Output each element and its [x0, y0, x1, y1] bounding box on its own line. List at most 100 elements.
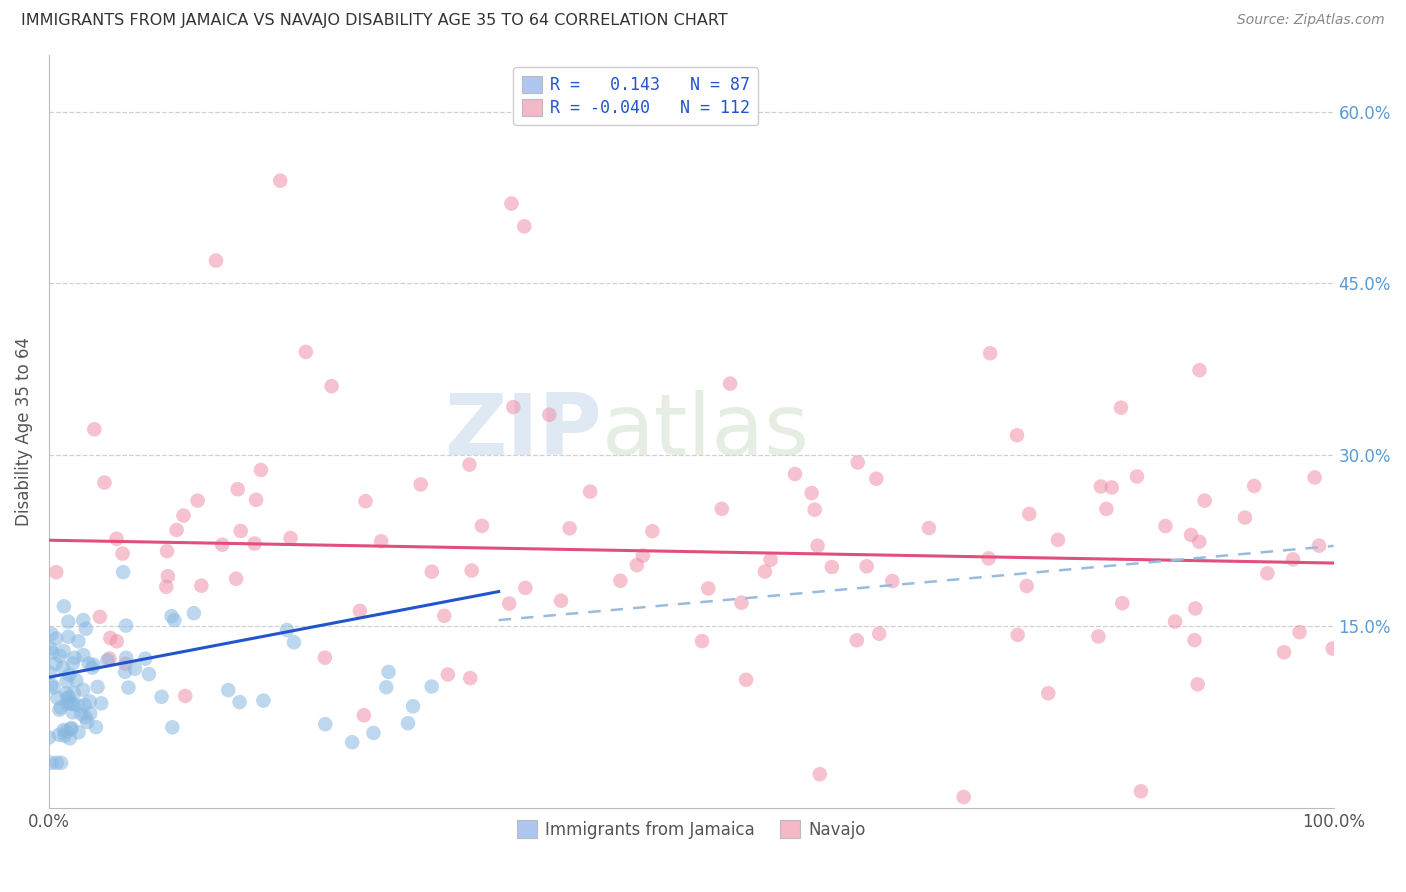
Point	[134, 651, 156, 665]
Point	[280, 531, 302, 545]
Point	[1126, 469, 1149, 483]
Point	[49, 700, 72, 714]
Point	[62, 706, 84, 720]
Point	[124, 662, 146, 676]
Point	[187, 493, 209, 508]
Point	[471, 519, 494, 533]
Point	[1111, 596, 1133, 610]
Point	[84, 720, 107, 734]
Point	[353, 708, 375, 723]
Point	[52, 723, 75, 737]
Point	[52, 644, 75, 658]
Point	[396, 716, 419, 731]
Point	[98, 651, 121, 665]
Point	[550, 593, 572, 607]
Point	[58, 668, 80, 682]
Point	[75, 622, 97, 636]
Point	[1180, 528, 1202, 542]
Point	[46, 690, 69, 705]
Point	[190, 579, 212, 593]
Point	[1282, 552, 1305, 566]
Point	[59, 731, 82, 746]
Point	[1187, 677, 1209, 691]
Point	[1087, 629, 1109, 643]
Point	[112, 565, 135, 579]
Point	[55, 686, 77, 700]
Point	[697, 582, 720, 596]
Point	[114, 665, 136, 679]
Point	[60, 721, 83, 735]
Point	[409, 477, 432, 491]
Point	[626, 558, 648, 573]
Point	[1154, 519, 1177, 533]
Point	[370, 534, 392, 549]
Text: ZIP: ZIP	[444, 391, 602, 474]
Point	[609, 574, 631, 588]
Point	[735, 673, 758, 687]
Point	[1308, 539, 1330, 553]
Text: atlas: atlas	[602, 391, 810, 474]
Point	[45, 565, 67, 579]
Point	[845, 633, 868, 648]
Point	[1038, 686, 1060, 700]
Point	[41, 646, 63, 660]
Point	[38, 665, 60, 680]
Point	[1188, 534, 1211, 549]
Point	[458, 671, 481, 685]
Legend: Immigrants from Jamaica, Navajo: Immigrants from Jamaica, Navajo	[510, 814, 872, 846]
Point	[62, 657, 84, 671]
Point	[183, 606, 205, 620]
Point	[62, 686, 84, 700]
Point	[754, 565, 776, 579]
Point	[155, 580, 177, 594]
Point	[349, 604, 371, 618]
Point	[1090, 479, 1112, 493]
Text: Source: ZipAtlas.com: Source: ZipAtlas.com	[1237, 13, 1385, 28]
Point	[855, 559, 877, 574]
Point	[276, 623, 298, 637]
Point	[460, 564, 482, 578]
Point	[783, 467, 806, 481]
Point	[314, 717, 336, 731]
Point	[58, 630, 80, 644]
Point	[808, 767, 831, 781]
Point	[283, 635, 305, 649]
Point	[173, 508, 195, 523]
Point	[138, 667, 160, 681]
Point	[1101, 480, 1123, 494]
Point	[117, 681, 139, 695]
Point	[156, 544, 179, 558]
Point	[1272, 645, 1295, 659]
Point	[48, 728, 70, 742]
Point	[58, 690, 80, 704]
Point	[75, 710, 97, 724]
Point	[882, 574, 904, 588]
Point	[66, 698, 89, 713]
Point	[72, 648, 94, 662]
Point	[52, 661, 75, 675]
Point	[163, 613, 186, 627]
Point	[375, 680, 398, 694]
Point	[952, 790, 974, 805]
Point	[501, 196, 523, 211]
Point	[38, 731, 60, 745]
Point	[1233, 510, 1256, 524]
Point	[98, 631, 121, 645]
Point	[86, 680, 108, 694]
Point	[79, 706, 101, 721]
Point	[83, 422, 105, 436]
Point	[73, 698, 96, 712]
Point	[77, 657, 100, 671]
Point	[269, 174, 291, 188]
Point	[60, 722, 83, 736]
Point	[58, 615, 80, 629]
Point	[82, 661, 104, 675]
Point	[105, 634, 128, 648]
Point	[803, 502, 825, 516]
Point	[498, 597, 520, 611]
Point	[42, 681, 65, 695]
Point	[513, 219, 536, 234]
Point	[39, 641, 62, 656]
Point	[70, 706, 93, 721]
Point	[49, 648, 72, 663]
